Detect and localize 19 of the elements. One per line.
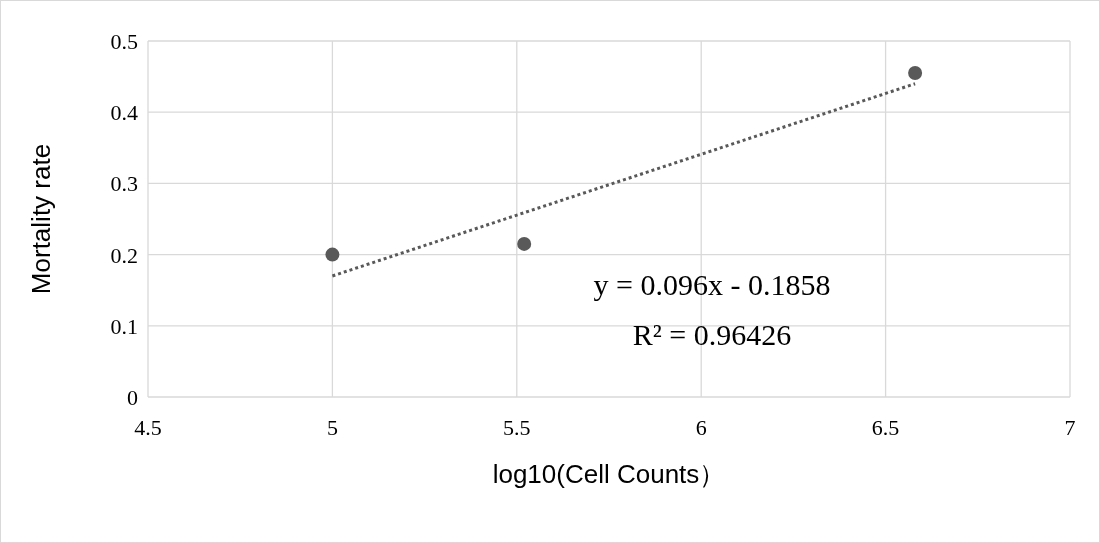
x-tick-label: 7 [1064,415,1076,440]
y-tick-label: 0.4 [110,100,138,126]
x-tick-label: 5.5 [503,415,531,440]
y-tick-label: 0.5 [110,29,138,54]
y-tick-label: 0.3 [110,171,138,197]
y-tick-label: 0.2 [110,242,138,268]
x-tick-label: 6 [695,415,707,440]
x-tick-label: 6.5 [871,415,900,440]
point [517,236,532,251]
point [325,247,340,262]
y-tick-label: 0.1 [110,313,138,339]
x-axis-title: log10(Cell Counts） [492,459,726,489]
annotation: R² = 0.96426 [632,318,792,351]
point [908,66,923,81]
y-axis-title: Mortality rate [26,143,56,295]
x-tick-label: 4.5 [134,415,162,440]
annotation: y = 0.096x - 0.1858 [593,268,831,301]
y-tick-label: 0 [127,385,138,410]
x-tick-label: 5 [326,415,338,440]
